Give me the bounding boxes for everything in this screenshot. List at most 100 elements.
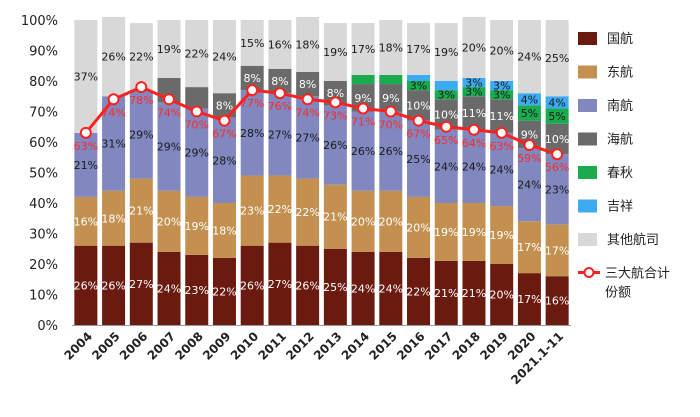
legend-swatch [578, 132, 597, 146]
x-tick-label: 2006 [117, 329, 151, 363]
bar-segment [351, 111, 375, 191]
data-label: 18% [295, 38, 319, 51]
bar-segment [517, 93, 541, 106]
segment-labels: 26%16%21%37%26%18%31%26%27%21%29%22%24%2… [74, 37, 570, 308]
bar-segment [434, 90, 458, 100]
bar-segment [545, 154, 569, 225]
bar-segment [434, 203, 458, 261]
line-label: 71% [351, 115, 375, 128]
data-label: 9% [382, 92, 399, 105]
bar-segment [268, 242, 292, 325]
bar-segment [407, 23, 431, 75]
data-label: 29% [157, 141, 181, 154]
bar-segment [379, 251, 403, 325]
bar-segment [129, 242, 153, 325]
data-label: 16% [74, 215, 98, 228]
data-label: 27% [129, 278, 153, 291]
data-label: 21% [434, 287, 458, 300]
line-label: 76% [268, 100, 292, 113]
x-tick-label: 2013 [311, 329, 345, 363]
bar-segment [407, 74, 431, 81]
bar-segment [157, 251, 181, 325]
bar-segment [212, 20, 236, 94]
data-label: 4% [548, 96, 565, 109]
data-label: 23% [545, 183, 569, 196]
bar-segment [462, 129, 486, 203]
data-label: 17% [517, 293, 541, 306]
data-label: 15% [240, 37, 264, 50]
data-label: 26% [101, 51, 125, 64]
bar-segment [102, 245, 126, 325]
legend-swatch [578, 65, 597, 79]
data-label: 19% [434, 226, 458, 239]
bar-segment [157, 102, 181, 191]
line-label: 63% [489, 140, 513, 153]
bar-segment [240, 65, 264, 91]
data-label: 29% [185, 147, 209, 160]
data-label: 20% [351, 215, 375, 228]
y-tick-label: 20% [29, 258, 58, 273]
bar-segment [240, 175, 264, 246]
x-tick-label: 2004 [61, 329, 95, 363]
data-label: 19% [489, 229, 513, 242]
bar-segment [268, 175, 292, 243]
x-tick-label: 2017 [422, 329, 456, 363]
bar-segment [462, 203, 486, 261]
data-label: 21% [462, 287, 486, 300]
y-axis: 0% 10% 20% 30% 40% 50% 60% 70% 80% 90% 100% [21, 14, 58, 334]
line-point [246, 84, 259, 97]
data-label: 31% [101, 138, 125, 151]
y-tick-label: 30% [29, 228, 58, 243]
data-label: 11% [462, 107, 486, 120]
legend-label: 东航 [607, 65, 633, 81]
x-tick-label: 2005 [89, 329, 123, 363]
line-point [440, 120, 453, 133]
data-label: 19% [185, 220, 209, 233]
data-label: 10% [545, 133, 569, 146]
bar-segment [434, 81, 458, 91]
line-label: 74% [101, 106, 125, 119]
bar-segment [434, 99, 458, 130]
data-label: 20% [462, 41, 486, 54]
data-label: 27% [268, 278, 292, 291]
line-point [301, 93, 314, 106]
bar-segment [407, 81, 431, 91]
data-label: 26% [323, 139, 347, 152]
data-label: 3% [493, 89, 510, 102]
bar-segment [323, 184, 347, 249]
bar-segment [379, 84, 403, 112]
bar-segment [490, 81, 514, 91]
data-label: 22% [185, 48, 209, 61]
legend-label: 国航 [607, 31, 633, 47]
bar-segment [102, 190, 126, 246]
bar-segment [490, 90, 514, 100]
line-point [523, 139, 536, 152]
line-point [467, 123, 480, 136]
bar-segment [212, 203, 236, 258]
bar-segment [517, 273, 541, 325]
data-label: 8% [299, 78, 316, 91]
y-tick-label: 90% [29, 45, 58, 60]
bar-segment [268, 93, 292, 176]
bar-segment [407, 90, 431, 121]
data-label: 20% [157, 215, 181, 228]
bar-segment [517, 221, 541, 274]
data-label: 24% [462, 160, 486, 173]
data-label: 26% [74, 279, 98, 292]
data-label: 3% [493, 80, 510, 93]
bar-segment [102, 96, 126, 191]
bar-segment [102, 16, 126, 97]
data-label: 17% [517, 241, 541, 254]
data-label: 21% [74, 159, 98, 172]
data-label: 4% [521, 93, 538, 106]
legend-label: 南航 [607, 98, 633, 114]
bar-segment [185, 254, 209, 325]
data-label: 24% [489, 163, 513, 176]
bar-segment [462, 87, 486, 97]
data-label: 28% [240, 127, 264, 140]
line-point [329, 96, 342, 109]
data-label: 18% [212, 224, 236, 237]
bar-segment [74, 20, 98, 133]
bar-segment [212, 257, 236, 325]
data-label: 16% [545, 295, 569, 308]
